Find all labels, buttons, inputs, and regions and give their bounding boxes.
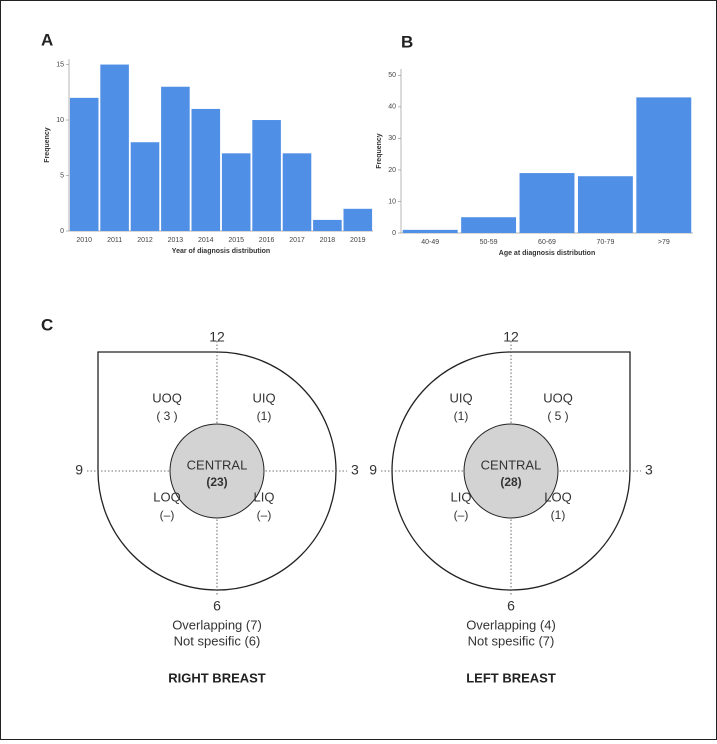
breast-title: LEFT BREAST	[466, 670, 556, 685]
bar	[578, 176, 633, 233]
clock-9: 9	[369, 462, 377, 478]
y-tick-label: 0	[60, 228, 64, 235]
bar	[461, 217, 516, 233]
x-tick-label: 2011	[107, 237, 122, 244]
quadrant-count: (1)	[551, 508, 566, 522]
y-tick-label: 20	[388, 167, 396, 174]
bar	[192, 109, 221, 231]
bar	[222, 153, 251, 231]
figure: A051015201020112012201320142015201620172…	[1, 1, 716, 739]
y-tick-label: 50	[388, 72, 396, 79]
y-tick-label: 10	[388, 198, 396, 205]
clock-12: 12	[209, 329, 225, 345]
x-tick-label: 2016	[259, 237, 275, 244]
quadrant-name: UOQ	[543, 390, 573, 405]
x-tick-label: 50-59	[480, 239, 498, 246]
not-specific: Not spesific (7)	[468, 633, 555, 648]
bar	[252, 120, 281, 231]
y-tick-label: 30	[388, 135, 396, 142]
x-tick-label: 2013	[168, 237, 184, 244]
y-tick-label: 5	[60, 172, 64, 179]
x-tick-label: 2010	[76, 237, 92, 244]
x-tick-label: 2018	[320, 237, 336, 244]
quadrant-name: LOQ	[153, 489, 180, 504]
clock-6: 6	[213, 598, 221, 614]
y-tick-label: 10	[56, 117, 64, 124]
panel-label: B	[401, 32, 413, 51]
quadrant-name: UIQ	[449, 390, 472, 405]
x-axis-label: Year of diagnosis distribution	[172, 248, 270, 255]
bar	[520, 173, 575, 233]
central-count: (23)	[206, 475, 227, 489]
clock-12: 12	[503, 329, 519, 345]
x-tick-label: 40-49	[421, 239, 439, 246]
quadrant-count: (–)	[257, 508, 272, 522]
quadrant-count: ( 5 )	[547, 409, 568, 423]
x-tick-label: 2015	[228, 237, 244, 244]
x-tick-label: 2012	[137, 237, 153, 244]
quadrant-name: UOQ	[152, 390, 182, 405]
quadrant-count: (–)	[160, 508, 175, 522]
central-name: CENTRAL	[481, 457, 542, 472]
bar	[161, 87, 190, 231]
x-axis-label: Age at diagnosis distribution	[499, 250, 595, 257]
x-tick-label: 60-69	[538, 239, 556, 246]
central-count: (28)	[500, 475, 521, 489]
panel-label: A	[41, 30, 53, 49]
quadrant-count: ( 3 )	[156, 409, 177, 423]
bar	[636, 97, 691, 233]
x-tick-label: 2019	[350, 237, 366, 244]
x-tick-label: 70-79	[596, 239, 614, 246]
clock-9: 9	[75, 462, 83, 478]
quadrant-name: LIQ	[254, 489, 275, 504]
bar	[313, 220, 342, 231]
quadrant-name: UIQ	[252, 390, 275, 405]
quadrant-count: (–)	[454, 508, 469, 522]
bar	[70, 98, 99, 231]
figure-frame: A051015201020112012201320142015201620172…	[0, 0, 717, 740]
bar	[283, 153, 312, 231]
quadrant-name: LIQ	[451, 489, 472, 504]
quadrant-name: LOQ	[544, 489, 571, 504]
x-tick-label: 2014	[198, 237, 214, 244]
overlapping: Overlapping (7)	[172, 617, 262, 632]
y-axis-label: Frequency	[376, 133, 383, 169]
bar	[344, 209, 373, 231]
central-name: CENTRAL	[187, 457, 248, 472]
x-tick-label: >79	[658, 239, 670, 246]
bar	[131, 142, 160, 231]
overlapping: Overlapping (4)	[466, 617, 556, 632]
x-tick-label: 2017	[289, 237, 305, 244]
y-tick-label: 0	[392, 230, 396, 237]
bar	[403, 230, 458, 233]
clock-3: 3	[645, 462, 653, 478]
bar	[100, 65, 129, 231]
y-tick-label: 15	[56, 61, 64, 68]
panel-label: C	[41, 315, 53, 334]
quadrant-count: (1)	[454, 409, 469, 423]
breast-title: RIGHT BREAST	[168, 670, 266, 685]
clock-6: 6	[507, 598, 515, 614]
clock-3: 3	[351, 462, 359, 478]
quadrant-count: (1)	[257, 409, 272, 423]
not-specific: Not spesific (6)	[174, 633, 261, 648]
y-tick-label: 40	[388, 104, 396, 111]
y-axis-label: Frequency	[44, 127, 51, 163]
